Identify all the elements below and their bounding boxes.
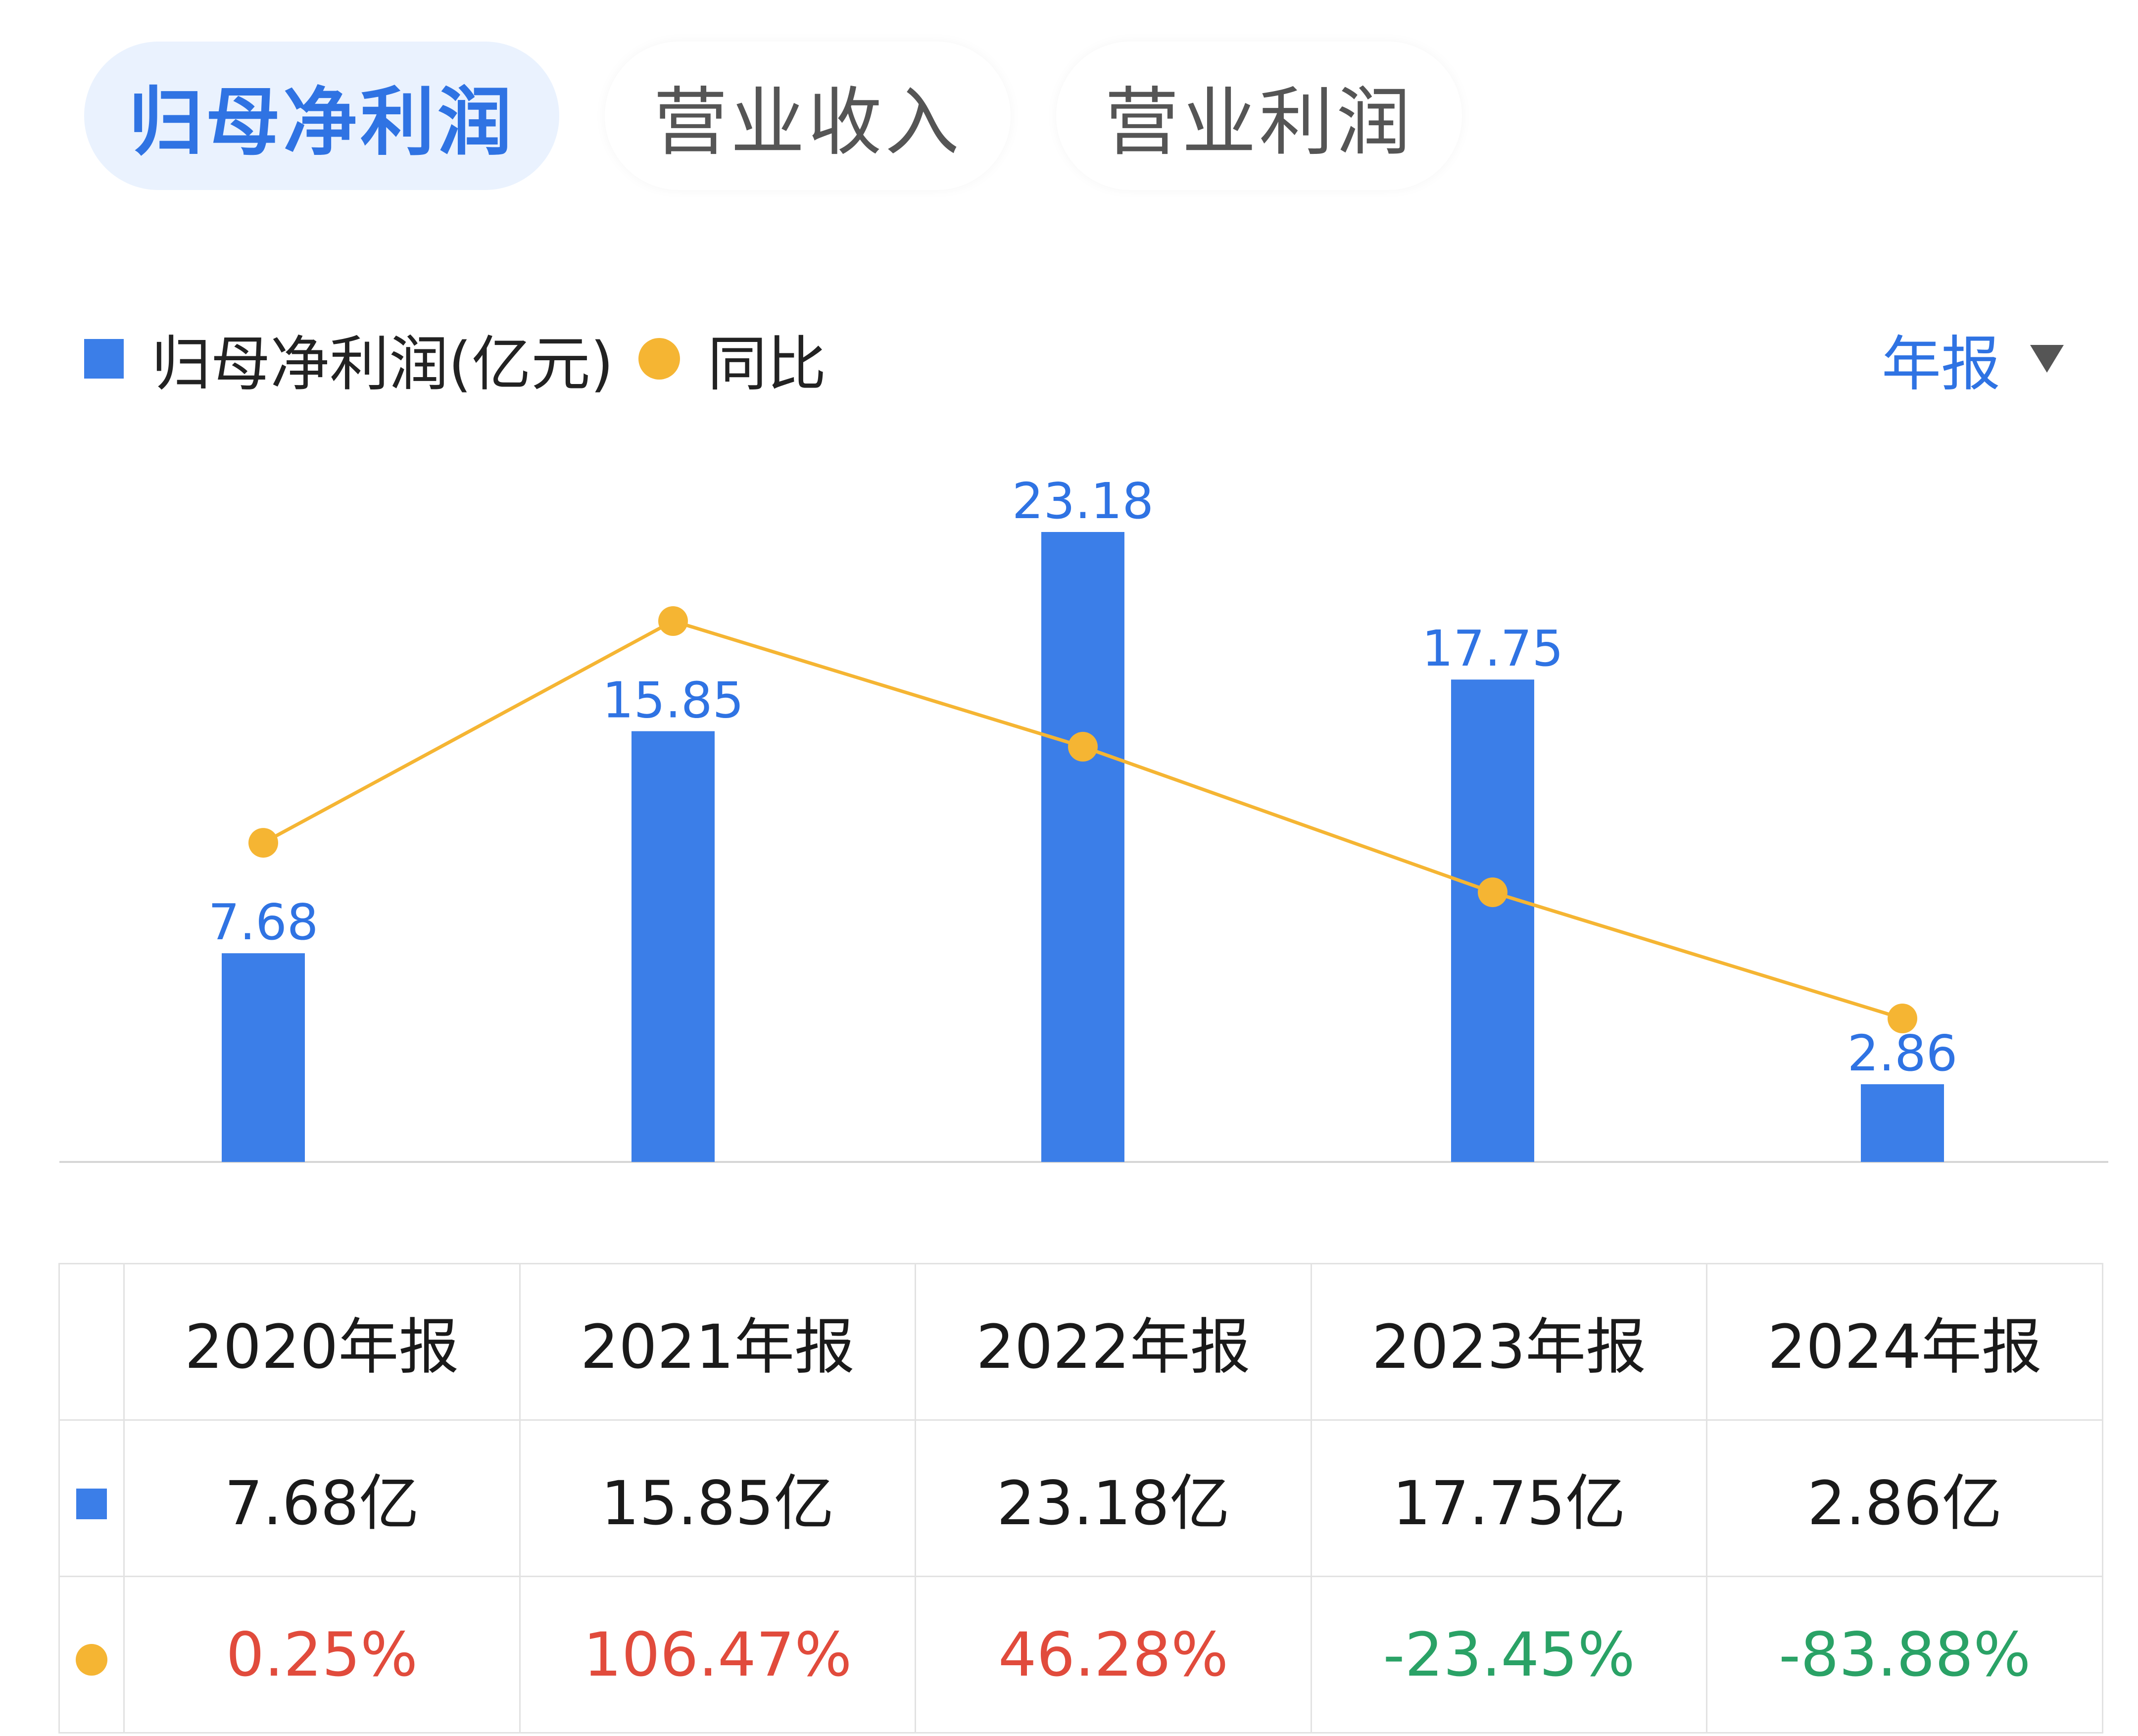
metric-tabs: 归母净利润 营业收入 营业利润 (84, 42, 1462, 190)
yoy-point (658, 606, 688, 636)
profit-cell: 7.68亿 (123, 1419, 521, 1577)
table-corner-cell (58, 1263, 125, 1421)
bar-value-label: 7.68 (208, 893, 319, 951)
yoy-point (1888, 1004, 1917, 1033)
table-header-cell: 2024年报 (1706, 1263, 2103, 1421)
bar-value-label: 17.75 (1422, 620, 1563, 677)
yoy-point (248, 828, 278, 858)
bar-legend-label: 归母净利润(亿元) (151, 330, 614, 399)
table-header-cell: 2020年报 (123, 1263, 521, 1421)
line-legend-swatch (638, 338, 680, 380)
yoy-cell: -83.88% (1706, 1576, 2103, 1734)
profit-cell: 2.86亿 (1706, 1419, 2103, 1577)
tab-operating-profit[interactable]: 营业利润 (1056, 42, 1462, 190)
bar (222, 953, 305, 1162)
yoy-cell: 46.28% (915, 1576, 1312, 1734)
table-row-yoy: 0.25% 106.47% 46.28% -23.45% -83.88% (58, 1576, 2103, 1734)
bar-series-swatch (76, 1488, 107, 1519)
yoy-cell: -23.45% (1310, 1576, 1708, 1734)
table-header-cell: 2021年报 (519, 1263, 917, 1421)
profit-cell: 15.85亿 (519, 1419, 917, 1577)
profit-row-marker (58, 1419, 125, 1577)
period-selector[interactable]: 年报 (1882, 317, 2064, 401)
chart-legend: 归母净利润(亿元) 同比 (84, 317, 826, 401)
bar-value-label: 23.18 (1012, 472, 1154, 530)
profit-cell: 17.75亿 (1310, 1419, 1708, 1577)
tab-net-profit[interactable]: 归母净利润 (84, 42, 559, 190)
yoy-point (1478, 877, 1507, 908)
period-selector-label: 年报 (1882, 330, 2000, 399)
yoy-cell: 0.25% (123, 1576, 521, 1734)
yoy-row-marker (58, 1576, 125, 1734)
table-header-cell: 2022年报 (915, 1263, 1312, 1421)
combo-chart: 7.68 15.85 23.18 17.75 2.86 (59, 472, 2108, 1163)
bar-value-label: 15.85 (602, 672, 744, 729)
line-series-swatch (76, 1643, 107, 1676)
caret-down-icon (2030, 345, 2064, 373)
yoy-cell: 106.47% (519, 1576, 917, 1734)
table-header-row: 2020年报 2021年报 2022年报 2023年报 2024年报 (58, 1263, 2103, 1421)
bar (632, 731, 715, 1162)
table-header-cell: 2023年报 (1310, 1263, 1708, 1421)
profit-cell: 23.18亿 (915, 1419, 1312, 1577)
bar (1861, 1084, 1944, 1162)
tab-revenue[interactable]: 营业收入 (605, 42, 1011, 190)
bar (1041, 532, 1124, 1162)
yoy-point (1068, 731, 1098, 762)
table-row-profit: 7.68亿 15.85亿 23.18亿 17.75亿 2.86亿 (58, 1419, 2103, 1577)
bar (1451, 679, 1534, 1162)
bar-legend-swatch (84, 339, 124, 379)
bar-value-label: 2.86 (1847, 1024, 1958, 1082)
data-table: 2020年报 2021年报 2022年报 2023年报 2024年报 7.68亿… (58, 1263, 2103, 1734)
line-legend-label: 同比 (707, 330, 826, 399)
